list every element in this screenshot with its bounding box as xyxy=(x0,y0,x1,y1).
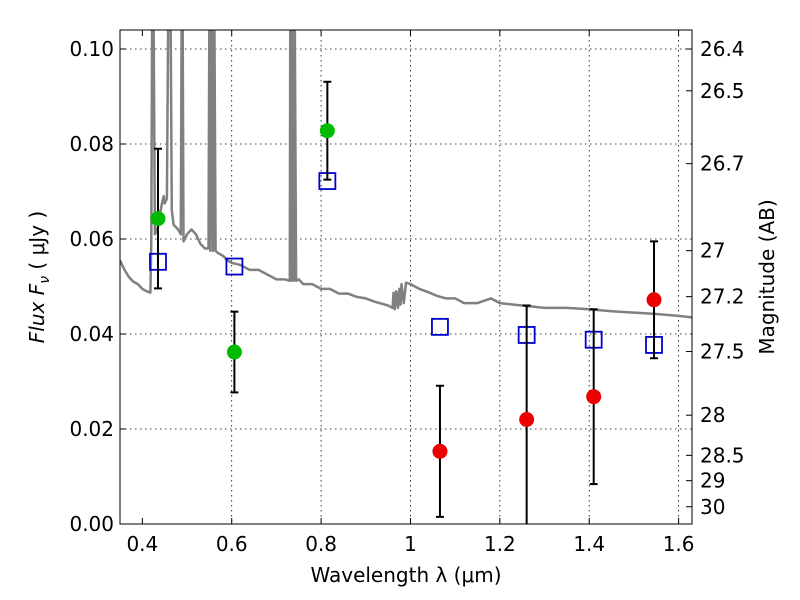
y-axis-label-main: Flux F xyxy=(25,283,49,343)
y-tick-label: 0.02 xyxy=(69,417,114,441)
y-tick-label: 0.00 xyxy=(69,512,114,536)
photometry-point xyxy=(519,412,535,427)
y-axis-label: Flux Fν ( μJy ) xyxy=(25,211,53,343)
marker-layer xyxy=(149,80,663,524)
mag-tick-label: 27 xyxy=(700,239,725,263)
model-flux-square xyxy=(431,317,449,336)
mag-tick-label: 27.2 xyxy=(700,285,745,309)
mag-tick-label: 27.5 xyxy=(700,340,745,364)
model-spectrum-line xyxy=(120,30,692,319)
ticks: 0.4 0.6 0.8 1 1.2 1.4 1.6 0.00 0.02 0.04 0.06 0.08 0… xyxy=(69,30,745,556)
x-tick-label: 0.4 xyxy=(126,532,158,556)
mag-tick-label: 26.4 xyxy=(700,37,745,61)
photometry-point xyxy=(586,389,602,405)
plot-frame xyxy=(119,29,693,525)
mag-tick-label: 30 xyxy=(700,495,725,519)
x-tick-label: 1.6 xyxy=(663,532,695,556)
mag-tick-label: 26.5 xyxy=(700,79,745,103)
mag-tick-label: 26.7 xyxy=(700,152,745,176)
photometry-point xyxy=(319,123,335,139)
photometry-point xyxy=(150,211,166,227)
mag-tick-label: 28.5 xyxy=(700,443,745,467)
photometry-point xyxy=(226,344,242,360)
photometry-point xyxy=(646,292,662,308)
y2-axis-label: Magnitude (AB) xyxy=(755,199,779,354)
x-axis-label: Wavelength λ (μm) xyxy=(310,563,501,587)
spectrum-layer xyxy=(120,30,692,319)
y-tick-label: 0.04 xyxy=(69,322,114,346)
x-tick-label: 0.6 xyxy=(216,532,248,556)
y-axis-label-subscript: ν xyxy=(37,276,53,284)
x-tick-label: 1 xyxy=(404,532,417,556)
y-tick-label: 0.08 xyxy=(69,132,114,156)
model-flux-square xyxy=(225,257,244,276)
photometry-point xyxy=(432,443,448,459)
x-tick-label: 0.8 xyxy=(305,532,337,556)
mag-tick-label: 28 xyxy=(700,403,725,427)
x-tick-label: 1.4 xyxy=(573,532,605,556)
y-tick-label: 0.10 xyxy=(69,37,114,61)
y-axis-label-unit: ( μJy ) xyxy=(25,211,49,276)
x-tick-label: 1.2 xyxy=(484,532,516,556)
y-tick-label: 0.06 xyxy=(69,227,114,251)
mag-tick-label: 29 xyxy=(700,469,725,493)
